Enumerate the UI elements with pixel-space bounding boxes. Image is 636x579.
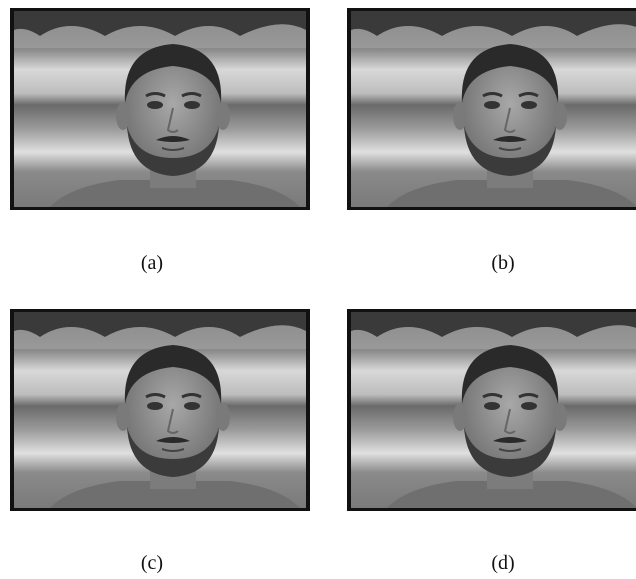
caption: (a) <box>92 252 212 275</box>
figure-panels <box>0 0 636 579</box>
caption: (c) <box>92 552 212 575</box>
figure: (a) (b) (c) (d) (() => { const data = JS… <box>0 0 636 579</box>
photo-a <box>10 8 310 210</box>
photo-b <box>347 8 636 210</box>
photo-d <box>347 309 636 511</box>
caption: (b) <box>443 252 563 275</box>
caption: (d) <box>443 552 563 575</box>
photo-c <box>10 309 310 511</box>
